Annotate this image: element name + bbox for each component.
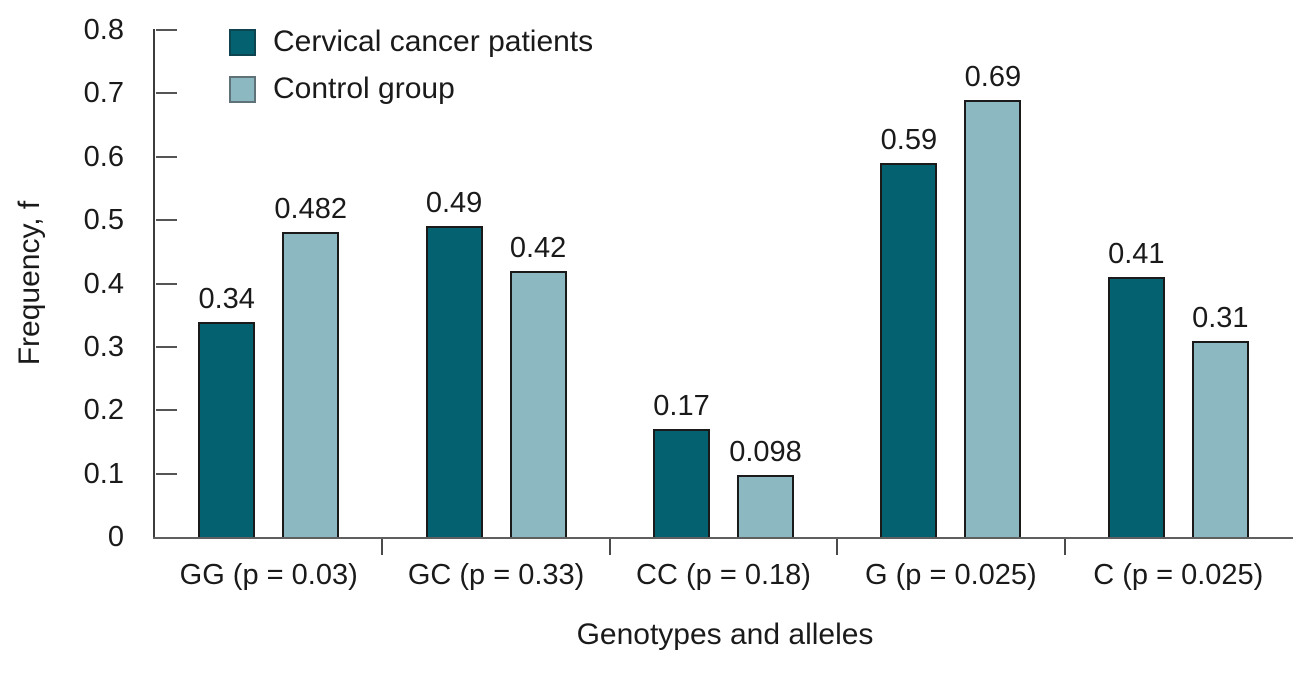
y-axis-tick	[156, 345, 177, 348]
bar-value-label: 0.17	[653, 390, 710, 423]
x-axis-tick	[1063, 539, 1066, 555]
bar-value-label: 0.34	[198, 282, 255, 315]
legend-item-cervical-cancer-patients: Cervical cancer patients	[229, 27, 593, 57]
bar-control-group	[1191, 340, 1249, 537]
bar-value-label: 0.31	[1192, 301, 1249, 334]
legend-item-control-group: Control group	[229, 74, 593, 104]
bar-cervical-cancer-patients	[880, 163, 938, 537]
y-tick-label: 0.7	[83, 77, 124, 110]
bar-cervical-cancer-patients	[653, 429, 710, 537]
y-axis-tick	[156, 29, 177, 31]
bar-value-label: 0.69	[964, 60, 1022, 93]
y-tick-label: 0.1	[83, 457, 124, 490]
x-category-label: CC (p = 0.18)	[636, 559, 811, 591]
bar-value-label: 0.482	[274, 192, 347, 225]
bar-value-label: 0.59	[880, 124, 938, 157]
x-axis-line	[153, 537, 1293, 539]
y-axis-tick	[156, 155, 177, 158]
y-axis-tick	[156, 282, 177, 285]
y-tick-label: 0.3	[83, 330, 124, 363]
y-axis-tick	[156, 92, 177, 95]
y-tick-label: 0.4	[83, 267, 124, 300]
legend-swatch-control-group	[229, 75, 256, 103]
y-axis-tick	[156, 409, 177, 412]
legend: Cervical cancer patients Control group	[229, 27, 593, 104]
bar-value-label: 0.49	[425, 187, 483, 220]
x-category-label: GG (p = 0.03)	[179, 559, 358, 591]
y-tick-label: 0.6	[83, 140, 124, 173]
x-axis-tick	[836, 539, 839, 555]
y-tick-label: 0	[107, 521, 124, 553]
bar-control-group	[509, 270, 567, 537]
bar-control-group	[737, 474, 794, 537]
legend-swatch-cervical-cancer-patients	[229, 28, 256, 56]
x-category-label: GC (p = 0.33)	[407, 559, 585, 591]
y-tick-label: 0.8	[83, 14, 124, 46]
bar-cervical-cancer-patients	[425, 226, 483, 537]
bar-cervical-cancer-patients	[198, 321, 256, 537]
y-axis-tick	[156, 472, 177, 475]
legend-label-cervical-cancer-patients: Cervical cancer patients	[273, 25, 594, 58]
bar-control-group	[282, 231, 340, 537]
x-axis-title: Genotypes and alleles	[576, 618, 874, 651]
x-category-label: G (p = 0.025)	[865, 559, 1037, 591]
bar-value-label: 0.41	[1108, 238, 1165, 271]
legend-label-control-group: Control group	[273, 72, 455, 105]
bar-value-label: 0.42	[509, 231, 567, 264]
bar-value-label: 0.098	[729, 435, 802, 468]
x-axis-tick	[608, 539, 611, 555]
x-axis-tick	[381, 539, 384, 555]
x-category-label: C (p = 0.025)	[1093, 559, 1264, 591]
bar-cervical-cancer-patients	[1107, 277, 1165, 537]
bar-control-group	[964, 99, 1022, 537]
y-tick-label: 0.5	[83, 204, 124, 237]
y-axis-tick	[156, 219, 177, 222]
y-axis-line	[153, 29, 155, 538]
y-tick-label: 0.2	[83, 394, 124, 427]
